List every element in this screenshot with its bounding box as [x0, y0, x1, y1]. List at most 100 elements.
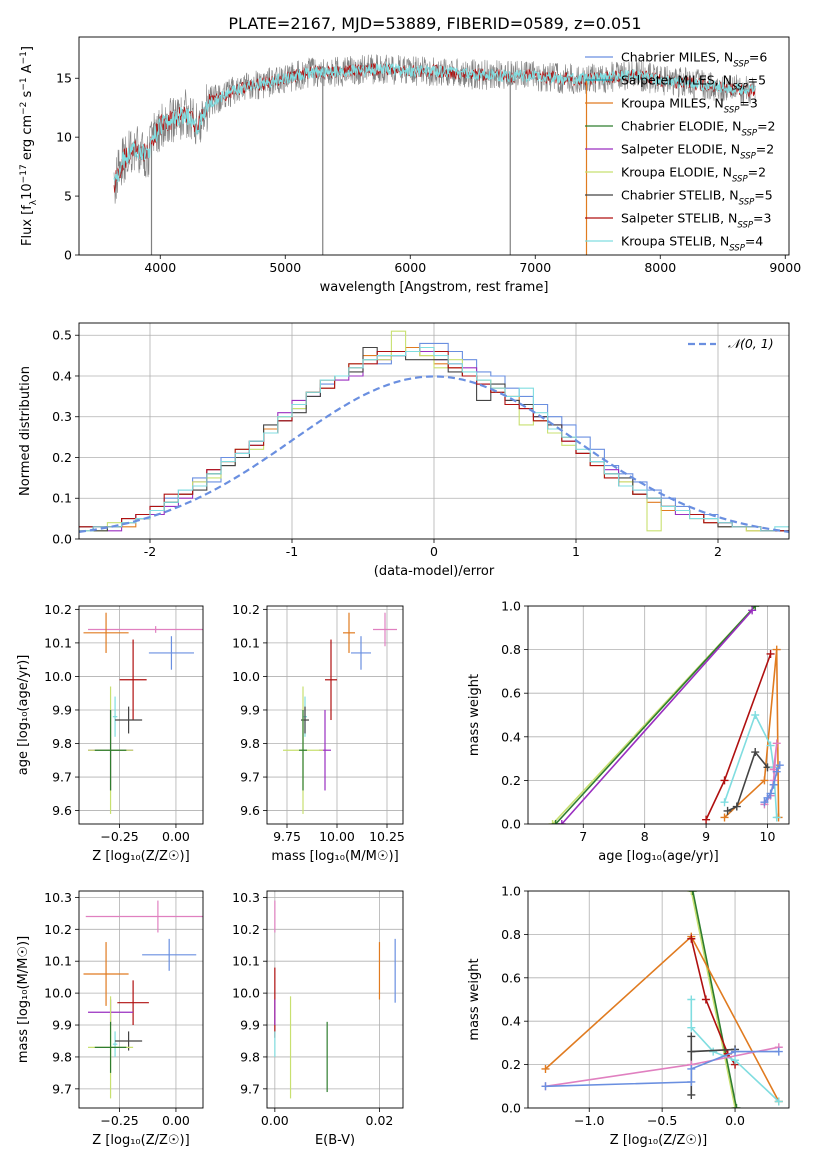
- marker-kroupa_miles: [772, 645, 781, 654]
- age_vs_mass-chart: 9.75 10.00 10.25 9.6 9.7 9.8 9.9 10.0 10.1 10.2 ma…: [232, 602, 405, 864]
- mass_vs_Z-chart: −0.25 0.00 9.7 9.8 9.9 10.0 10.1 10.2 10.3 Z [log…: [16, 890, 204, 1148]
- age_vs_mass-ytick-label: 9.7: [240, 770, 260, 785]
- residuals-ytick-label: 0.3: [52, 409, 72, 424]
- spectrum-ylabel-part: s: [20, 90, 35, 101]
- legend-label-subscript: SSP: [737, 221, 753, 231]
- marker-chabrier_miles: [731, 1047, 740, 1056]
- legend-label-text: Kroupa MILES, N: [621, 96, 724, 111]
- series-kroupa_elodie: [690, 891, 736, 1108]
- marker-chabrier_elodie: [551, 820, 560, 824]
- spectrum-ylabel-part: −17: [19, 164, 29, 183]
- legend-label-text: Chabrier STELIB, N: [621, 188, 739, 203]
- legend-label-value: =2: [748, 165, 766, 180]
- legend-label-subscript: SSP: [740, 152, 756, 162]
- marker-kroupa_stelib: [751, 711, 760, 719]
- age_vs_mass-ytick-label: 10.2: [232, 602, 260, 617]
- series-salpeter_elodie: [561, 609, 753, 824]
- massweight_vs_Z-xtick-label: −1.0: [574, 1113, 604, 1128]
- legend-label-text: Chabrier ELODIE, N: [621, 119, 741, 134]
- marker-kroupa_stelib: [687, 995, 696, 1004]
- spectrum-xtick-label: 5000: [269, 260, 301, 275]
- mass_vs_Z-ytick-label: 10.0: [44, 986, 72, 1001]
- massweight_vs_Z-ytick-label: 0.0: [501, 1101, 521, 1116]
- mass_vs_EBV-ytick-label: 10.3: [232, 890, 260, 905]
- legend-label-text: Chabrier MILES, N: [621, 50, 733, 65]
- marker-chabrier_stelib: [687, 1090, 696, 1099]
- age_vs_Z-xlabel: Z [log₁₀(Z/Z☉)]: [92, 849, 189, 864]
- age_vs_mass-xtick-label: 10.25: [369, 829, 405, 844]
- residuals-plot-area: [79, 323, 789, 539]
- massweight_vs_Z-xtick-label: −0.5: [647, 1113, 677, 1128]
- marker-chabrier_miles: [760, 798, 769, 807]
- legend-label-value: =4: [745, 234, 763, 249]
- legend-label-kroupa_miles: Kroupa MILES, NSSP=3: [621, 96, 758, 116]
- residuals-xtick-label: -2: [144, 544, 156, 559]
- spectrum-xtick-label: 4000: [144, 260, 176, 275]
- massweight_vs_Z-xlabel: Z [log₁₀(Z/Z☉)]: [610, 1133, 707, 1148]
- massweight_vs_age-frame: [527, 605, 790, 825]
- mass_vs_Z-ytick-label: 10.2: [44, 922, 72, 937]
- legend-label-subscript: SSP: [739, 198, 755, 208]
- legend-label-salpeter_stelib: Salpeter STELIB, NSSP=3: [621, 211, 771, 231]
- age_vs_mass-ytick-label: 9.9: [240, 702, 260, 717]
- spectrum-plot-area: [113, 54, 756, 255]
- massweight_vs_age-xtick-label: 10: [760, 829, 776, 844]
- residuals-ytick-label: 0.1: [52, 491, 72, 506]
- spectrum-ylabel-part: −1: [19, 51, 29, 64]
- mass_vs_EBV-xtick-label: 0.00: [261, 1113, 289, 1128]
- marker-pink: [772, 739, 781, 748]
- legend-label-salpeter_miles: Salpeter MILES, NSSP=5: [621, 73, 766, 93]
- residuals-xlabel: (data-model)/error: [374, 564, 495, 579]
- mass_vs_EBV-xtick-label: 0.02: [366, 1113, 394, 1128]
- residuals-xtick-label: 1: [572, 544, 580, 559]
- spectrum-xtick-label: 9000: [769, 260, 801, 275]
- marker-salpeter_stelib: [687, 934, 696, 943]
- spectrum-xtick-label: 8000: [644, 260, 676, 275]
- mass_vs_Z-ytick-label: 10.3: [44, 890, 72, 905]
- spectrum-ylabel-part: 10: [20, 183, 35, 200]
- age_vs_Z-ytick-label: 10.0: [44, 669, 72, 684]
- mass_vs_EBV-chart: 0.00 0.02 9.7 9.8 9.9 10.0 10.1 10.2 10.3 E(B-V): [232, 890, 404, 1148]
- legend-label-subscript: SSP: [741, 129, 757, 139]
- spectrum-xlabel: wavelength [Angstrom, rest frame]: [320, 280, 549, 295]
- spectrum-frame: [78, 36, 790, 256]
- marker-chabrier_miles: [772, 767, 781, 776]
- residuals-ytick-label: 0.4: [52, 368, 72, 383]
- spectrum-ytick-label: 10: [56, 130, 72, 145]
- marker-chabrier_elodie: [688, 891, 697, 895]
- marker-chabrier_stelib: [687, 1032, 696, 1041]
- spectrum-model-kroupa-stelib: [113, 61, 756, 183]
- marker-chabrier_miles: [774, 1047, 783, 1056]
- residuals-xtick-label: -1: [286, 544, 298, 559]
- mass_vs_EBV-ytick-label: 9.9: [240, 1018, 260, 1033]
- histogram-chabrier_miles: [79, 342, 789, 532]
- massweight_vs_age-ytick-label: 0.6: [501, 686, 521, 701]
- mass_vs_EBV-ytick-label: 10.0: [232, 986, 260, 1001]
- age_vs_mass-ytick-label: 10.0: [232, 669, 260, 684]
- mass_vs_Z-ytick-label: 9.8: [52, 1049, 72, 1064]
- age_vs_Z-xtick-label: −0.25: [100, 829, 138, 844]
- marker-chabrier_elodie: [732, 1104, 741, 1108]
- mass_vs_EBV-ytick-label: 10.1: [232, 954, 260, 969]
- age_vs_Z-ytick-label: 9.6: [52, 803, 72, 818]
- figure-title: PLATE=2167, MJD=53889, FIBERID=0589, z=0…: [228, 14, 641, 33]
- residuals-ytick-label: 0.0: [52, 532, 72, 547]
- legend-label-text: Salpeter ELODIE, N: [621, 142, 740, 157]
- marker-salpeter_stelib: [701, 995, 710, 1004]
- legend-label-value: =5: [754, 188, 772, 203]
- legend-label-subscript: SSP: [724, 106, 740, 116]
- age_vs_Z-ytick-label: 10.1: [44, 635, 72, 650]
- age_vs_Z-ytick-label: 9.7: [52, 770, 72, 785]
- marker-chabrier_miles: [763, 793, 772, 802]
- age_vs_mass-xlabel: mass [log₁₀(M/M☉)]: [271, 849, 398, 864]
- marker-kroupa_miles: [541, 1064, 550, 1073]
- mass_vs_Z-plot-area: [79, 891, 203, 1108]
- age_vs_Z-plot-area: [79, 606, 203, 824]
- series-chabrier_elodie: [555, 606, 756, 824]
- plots: 4000 5000 6000 7000 8000 9000051015wavelength…: [16, 36, 801, 1148]
- legend-label-subscript: SSP: [732, 83, 748, 93]
- marker-salpeter_stelib: [720, 776, 729, 785]
- spectrum-xtick-label: 6000: [394, 260, 426, 275]
- residuals-xtick-label: 2: [714, 544, 722, 559]
